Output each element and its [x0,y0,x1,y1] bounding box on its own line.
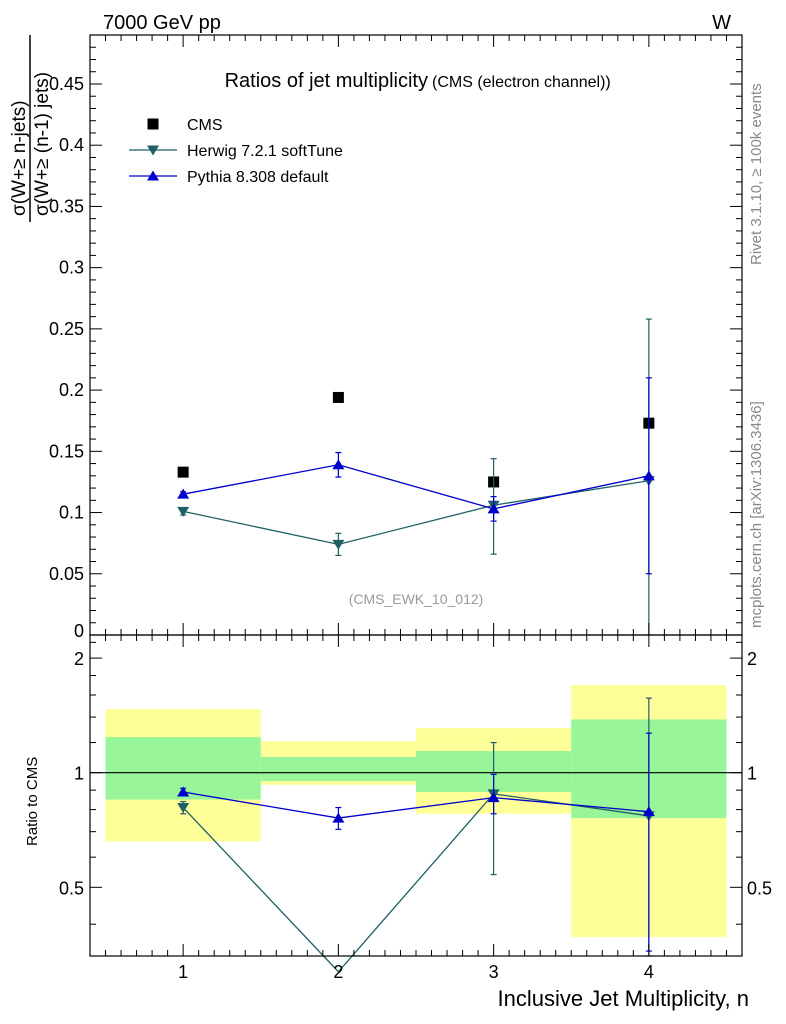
x-axis-label: Inclusive Jet Multiplicity, n [498,986,749,1011]
ratio-ytick-label: 2 [74,649,84,669]
ratio-pythia-point [642,806,655,817]
main-herwig-point [332,539,345,550]
analysis-id-annotation: (CMS_EWK_10_012) [349,591,484,607]
header-left: 7000 GeV pp [103,12,221,34]
ratio-plot-area: 0.5 0.5 1 1 2 2 1 2 3 4 Ratio to CMS Inclusive Je… [24,634,772,1011]
main-pythia-point [642,470,655,481]
ratio-ytick-label-right: 2 [747,649,757,669]
ratio-pythia-point [487,792,500,803]
ratio-ylabel: Ratio to CMS [24,757,41,846]
main-ytick-label: 0.1 [59,503,84,523]
ratio-ytick-label: 1 [74,764,84,784]
main-pythia-point [487,503,500,514]
main-ylabel-numerator: σ(W+≥ n-jets) [9,100,30,216]
main-axes: 0 0.05 0.1 0.15 0.2 0.25 0.3 0.35 0.4 0.45 [49,34,743,641]
mcplots-label: mcplots.cern.ch [arXiv:1306.3436] [748,401,765,628]
main-ytick-label: 0.45 [49,74,84,94]
main-pythia-point [332,459,345,470]
main-ytick-label: 0.3 [59,258,84,278]
main-ytick-label: 0.25 [49,319,84,339]
main-ytick-label: 0.4 [59,135,84,155]
legend-entry: Herwig 7.2.1 softTune [187,143,343,160]
ratio-pythia-point [177,786,190,797]
ratio-xtick-label: 1 [178,962,188,982]
main-ytick-label: 0.35 [49,196,84,216]
main-ytick-label: 0 [74,621,84,641]
ratio-band-inner [260,756,416,782]
ratio-xtick-label: 2 [333,962,343,982]
ratio-xtick-label: 4 [644,962,654,982]
legend-entry: CMS [187,117,223,134]
main-cms-point [177,466,189,478]
main-herwig-point [177,506,190,517]
ratio-ytick-label-right: 0.5 [747,878,772,898]
ratio-data-layer [90,684,742,973]
ratio-ytick-label-right: 1 [747,764,757,784]
main-ytick-label: 0.15 [49,441,84,461]
ratio-herwig-point [177,803,190,814]
ratio-xtick-label: 3 [489,962,499,982]
header-right: W [712,12,731,34]
ratio-ytick-label: 0.5 [59,878,84,898]
legend: CMS Herwig 7.2.1 softTune Pythia 8.308 def… [129,117,343,186]
ratio-pythia-line [183,791,649,819]
main-subtitle: (CMS (electron channel)) [432,74,611,91]
rivet-label: Rivet 3.1.10, ≥ 100k events [748,83,765,265]
legend-marker [147,170,159,181]
main-pythia-line [183,464,649,510]
legend-entry: Pythia 8.308 default [187,169,329,186]
ratio-pythia-point [332,812,345,823]
ratio-axes: 0.5 0.5 1 1 2 2 1 2 3 4 [59,634,772,982]
legend-marker [147,118,159,130]
main-ytick-label: 0.05 [49,564,84,584]
main-data-layer [177,318,655,636]
main-title: Ratios of jet multiplicity [225,70,428,92]
main-pythia-point [177,488,190,499]
main-ylabel-denominator: σ(W+≥ (n-1) jets) [32,72,53,216]
legend-marker [147,145,159,156]
main-plot-area: 0 0.05 0.1 0.15 0.2 0.25 0.3 0.35 0.4 0.45 Ratios… [49,34,743,641]
main-ytick-label: 0.2 [59,380,84,400]
main-cms-point [332,391,344,403]
